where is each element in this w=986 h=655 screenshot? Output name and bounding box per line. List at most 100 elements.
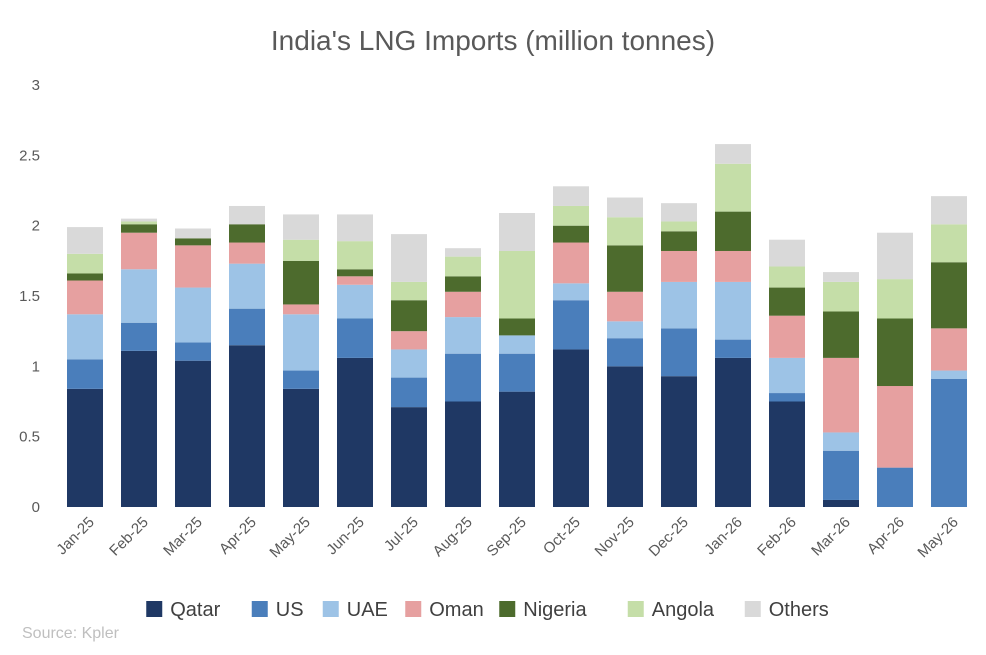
bar-angola-aug-25 bbox=[445, 256, 481, 277]
bar-qatar-jul-25 bbox=[391, 407, 427, 507]
bar-others-jul-25 bbox=[391, 234, 427, 282]
bar-uae-sep-25 bbox=[499, 335, 535, 354]
bar-uae-feb-25 bbox=[121, 269, 157, 323]
legend-item-others: Others bbox=[744, 599, 829, 621]
legend-label: UAE bbox=[347, 599, 388, 621]
bar-uae-oct-25 bbox=[553, 283, 589, 301]
chart-title: India's LNG Imports (million tonnes) bbox=[271, 25, 715, 56]
legend-swatch bbox=[251, 601, 268, 617]
bar-nigeria-may-26 bbox=[931, 262, 967, 329]
bar-us-apr-25 bbox=[229, 308, 265, 346]
bar-oman-aug-25 bbox=[445, 291, 481, 318]
bar-nigeria-feb-26 bbox=[769, 287, 805, 316]
bar-others-jan-25 bbox=[67, 227, 103, 254]
bar-us-apr-26 bbox=[877, 467, 913, 507]
bar-others-jun-25 bbox=[337, 214, 373, 242]
bar-others-sep-25 bbox=[499, 213, 535, 251]
bar-others-mar-26 bbox=[823, 272, 859, 282]
bar-us-aug-25 bbox=[445, 353, 481, 402]
bar-others-oct-25 bbox=[553, 186, 589, 206]
bar-angola-feb-25 bbox=[121, 221, 157, 225]
bar-others-nov-25 bbox=[607, 197, 643, 218]
bar-others-may-26 bbox=[931, 196, 967, 225]
bar-qatar-may-25 bbox=[283, 388, 319, 507]
bar-us-may-26 bbox=[931, 378, 967, 507]
bar-qatar-nov-25 bbox=[607, 366, 643, 507]
bar-oman-jan-26 bbox=[715, 250, 751, 282]
bar-uae-dec-25 bbox=[661, 281, 697, 329]
legend-item-qatar: Qatar bbox=[146, 599, 221, 621]
bar-us-feb-26 bbox=[769, 393, 805, 402]
bar-angola-may-26 bbox=[931, 224, 967, 263]
bar-angola-nov-25 bbox=[607, 217, 643, 246]
bar-qatar-apr-25 bbox=[229, 345, 265, 507]
bar-others-apr-26 bbox=[877, 232, 913, 280]
bar-us-jan-26 bbox=[715, 339, 751, 358]
bar-others-apr-25 bbox=[229, 205, 265, 225]
bar-us-sep-25 bbox=[499, 353, 535, 392]
bar-qatar-jan-26 bbox=[715, 357, 751, 507]
y-tick-label: 0.5 bbox=[19, 429, 40, 446]
bar-uae-jul-25 bbox=[391, 349, 427, 378]
bar-us-dec-25 bbox=[661, 328, 697, 377]
legend-swatch bbox=[322, 601, 339, 617]
bar-angola-sep-25 bbox=[499, 250, 535, 319]
bar-nigeria-jul-25 bbox=[391, 300, 427, 332]
bar-uae-nov-25 bbox=[607, 321, 643, 339]
bar-uae-mar-26 bbox=[823, 432, 859, 451]
bars bbox=[67, 144, 967, 507]
bar-nigeria-mar-25 bbox=[175, 238, 211, 246]
bar-us-mar-26 bbox=[823, 450, 859, 500]
bar-oman-apr-25 bbox=[229, 242, 265, 264]
bar-nigeria-oct-25 bbox=[553, 225, 589, 243]
bar-qatar-mar-25 bbox=[175, 360, 211, 507]
legend-label: Angola bbox=[652, 599, 715, 621]
y-tick-label: 2.5 bbox=[19, 147, 40, 164]
bar-nigeria-sep-25 bbox=[499, 318, 535, 336]
bar-oman-feb-25 bbox=[121, 232, 157, 270]
bar-qatar-feb-25 bbox=[121, 350, 157, 507]
bar-qatar-oct-25 bbox=[553, 349, 589, 507]
bar-us-mar-25 bbox=[175, 342, 211, 361]
legend-item-angola: Angola bbox=[627, 599, 715, 621]
bar-angola-oct-25 bbox=[553, 205, 589, 226]
legend-swatch bbox=[627, 601, 644, 617]
bar-others-feb-25 bbox=[121, 218, 157, 222]
bar-uae-jan-25 bbox=[67, 314, 103, 360]
legend-item-oman: Oman bbox=[405, 599, 484, 621]
bar-angola-jul-25 bbox=[391, 281, 427, 301]
legend-label: Others bbox=[769, 599, 829, 621]
bar-oman-may-25 bbox=[283, 304, 319, 315]
bar-nigeria-nov-25 bbox=[607, 245, 643, 292]
bar-angola-apr-26 bbox=[877, 279, 913, 319]
bar-us-nov-25 bbox=[607, 338, 643, 367]
bar-oman-feb-26 bbox=[769, 315, 805, 358]
bar-uae-jan-26 bbox=[715, 281, 751, 340]
legend-swatch bbox=[744, 601, 761, 617]
bar-nigeria-dec-25 bbox=[661, 231, 697, 251]
bar-us-feb-25 bbox=[121, 322, 157, 351]
legend-label: Oman bbox=[429, 599, 483, 621]
bar-uae-may-26 bbox=[931, 370, 967, 379]
bar-nigeria-feb-25 bbox=[121, 224, 157, 233]
bar-uae-mar-25 bbox=[175, 287, 211, 343]
bar-others-feb-26 bbox=[769, 239, 805, 267]
bar-oman-apr-26 bbox=[877, 386, 913, 468]
legend-swatch bbox=[499, 601, 516, 617]
bar-nigeria-apr-26 bbox=[877, 318, 913, 387]
legend-item-nigeria: Nigeria bbox=[499, 599, 587, 621]
bar-others-aug-25 bbox=[445, 248, 481, 257]
bar-angola-jun-25 bbox=[337, 241, 373, 270]
bar-us-jan-25 bbox=[67, 359, 103, 389]
bar-us-jun-25 bbox=[337, 318, 373, 358]
bar-angola-dec-25 bbox=[661, 221, 697, 232]
y-tick-label: 1 bbox=[32, 358, 40, 375]
legend-item-us: US bbox=[251, 599, 304, 621]
bar-qatar-sep-25 bbox=[499, 391, 535, 507]
bar-us-jul-25 bbox=[391, 377, 427, 408]
bar-qatar-aug-25 bbox=[445, 401, 481, 507]
bar-nigeria-apr-25 bbox=[229, 224, 265, 243]
bar-angola-may-25 bbox=[283, 239, 319, 261]
bar-others-may-25 bbox=[283, 214, 319, 240]
